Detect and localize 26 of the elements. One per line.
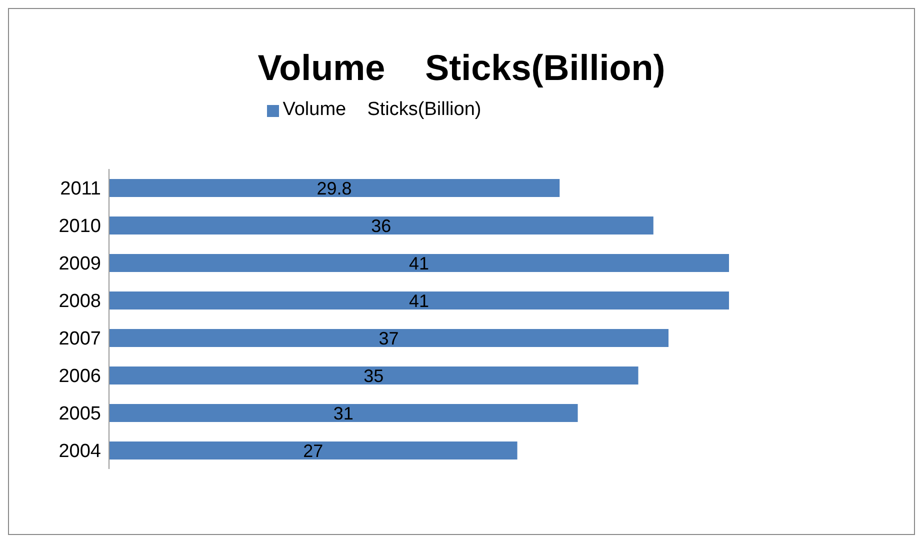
bar bbox=[109, 216, 654, 234]
legend-label: Volume Sticks(Billion) bbox=[282, 99, 482, 120]
bar bbox=[109, 254, 729, 272]
y-tick-label: 2009 bbox=[58, 253, 101, 274]
bar bbox=[109, 366, 638, 384]
data-label: 29.8 bbox=[316, 178, 352, 198]
bar bbox=[109, 404, 578, 422]
y-tick-label: 2005 bbox=[58, 403, 101, 424]
data-label: 41 bbox=[408, 253, 430, 274]
y-tick-label: 2010 bbox=[58, 216, 101, 237]
data-label: 31 bbox=[333, 403, 354, 424]
bar bbox=[109, 442, 518, 460]
data-label: 37 bbox=[378, 328, 399, 348]
data-label: 27 bbox=[303, 440, 324, 461]
bar bbox=[109, 292, 729, 310]
y-tick-label: 2007 bbox=[58, 328, 101, 350]
data-label: 35 bbox=[364, 366, 384, 386]
y-tick-label: 2011 bbox=[60, 178, 101, 200]
y-tick-label: 2006 bbox=[58, 366, 101, 387]
y-tick-label: 2008 bbox=[58, 290, 101, 312]
y-tick-label: 2004 bbox=[58, 440, 102, 462]
data-label: 41 bbox=[408, 290, 430, 311]
data-label: 36 bbox=[371, 216, 392, 236]
bar bbox=[109, 329, 669, 347]
bar bbox=[109, 179, 560, 197]
chart-title: Volume Sticks(Billion) bbox=[256, 47, 666, 89]
